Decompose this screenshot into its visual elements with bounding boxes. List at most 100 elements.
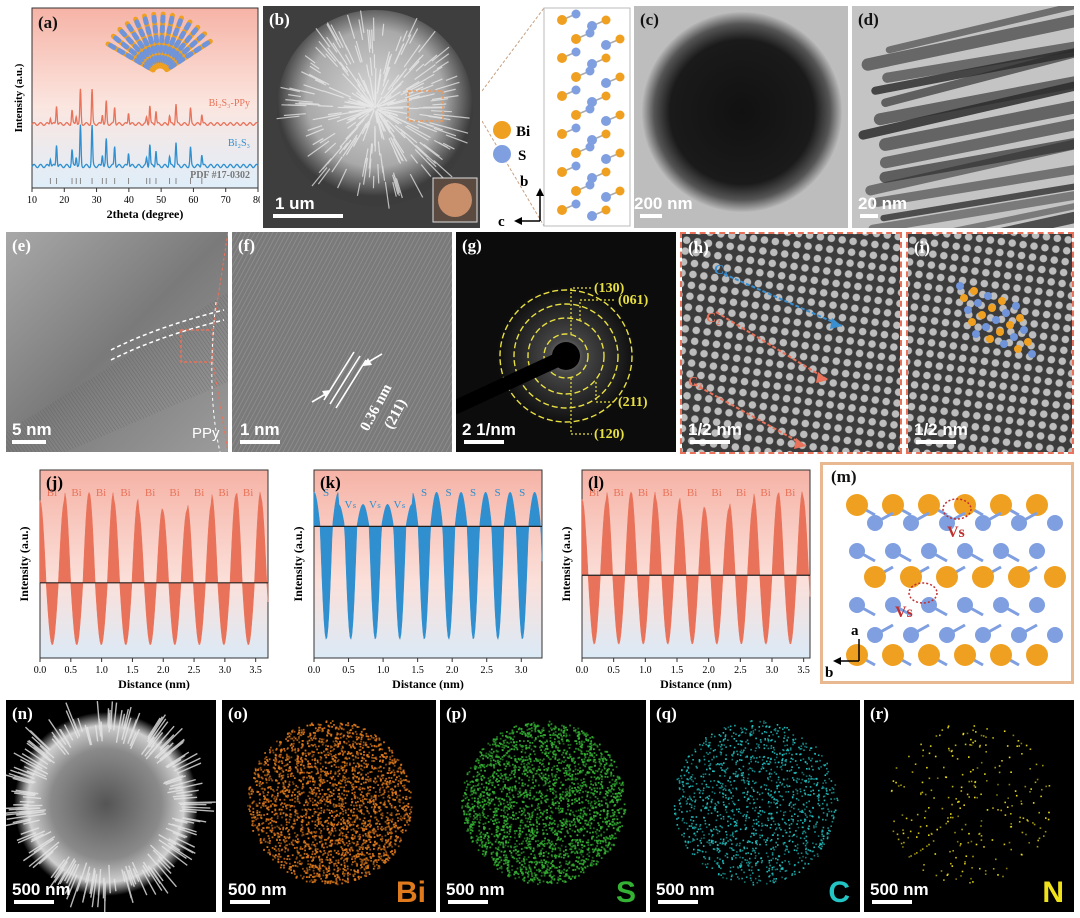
panel-label: (k) bbox=[320, 473, 341, 492]
scale-bar-label: 20 nm bbox=[858, 194, 908, 213]
element-label-bi: Bi bbox=[396, 876, 426, 909]
panel-label: (e) bbox=[12, 236, 31, 255]
scale-bar bbox=[640, 214, 662, 218]
eds-map-c bbox=[650, 700, 860, 912]
panel-n-haadf: (n) 500 nm bbox=[6, 700, 216, 912]
peak-label: Bi bbox=[613, 487, 623, 499]
peak-label: Vₛ bbox=[394, 499, 406, 511]
profile-curve bbox=[581, 491, 811, 645]
panel-label: (i) bbox=[914, 238, 931, 257]
tem-particle-image bbox=[634, 6, 848, 228]
axis-a: a bbox=[851, 623, 859, 639]
legend-s: S bbox=[518, 148, 526, 164]
scale-bar-label: 1 nm bbox=[240, 420, 280, 439]
x-tick-label: 0.5 bbox=[65, 665, 78, 676]
ring-label-211: (211) bbox=[618, 395, 648, 410]
panel-label: (a) bbox=[38, 13, 58, 32]
panel-f-lattice: 0.36 nm (211) (f) 1 nm bbox=[232, 232, 452, 452]
c3-label: C₃ bbox=[688, 375, 702, 390]
line-profile-chart-k: S Vₛ Vₛ Vₛ S S S S S 0.0 0.5 1.0 1.5 2.0 2.5 3.0 Distanc… bbox=[291, 469, 543, 691]
eds-map-s bbox=[440, 700, 646, 912]
atomic-lattice-image-i bbox=[908, 234, 1072, 452]
peak-label: Bi bbox=[169, 487, 179, 499]
x-tick-label: 3.5 bbox=[797, 665, 810, 676]
scale-bar-label: 500 nm bbox=[12, 880, 71, 899]
x-axis-label: 2theta (degree) bbox=[107, 207, 184, 221]
panel-label: (b) bbox=[269, 10, 290, 29]
line-profile-chart-l: Bi Bi Bi Bi Bi Bi Bi Bi Bi 0.0 0.5 1.0 1.5 2.0 2.5 3.0 3… bbox=[559, 469, 811, 691]
vacancy-structure-model: Vs Vs a b bbox=[825, 494, 1066, 681]
scale-bar bbox=[690, 440, 730, 444]
x-tick-label: 1.5 bbox=[126, 665, 139, 676]
scale-bar bbox=[12, 440, 46, 444]
series-label-ppy: Bi₂S₃-PPy bbox=[209, 98, 250, 109]
panel-m-structure: Vs Vs a b (m) bbox=[820, 462, 1074, 684]
peak-label: Bi bbox=[736, 487, 746, 499]
peak-label: Bi bbox=[243, 487, 253, 499]
y-axis-label: Intensity (a.u.) bbox=[17, 526, 31, 601]
scale-bar bbox=[916, 440, 956, 444]
panel-label: (d) bbox=[858, 10, 879, 29]
peak-label: S bbox=[519, 487, 525, 499]
x-tick-label: 2.5 bbox=[734, 665, 747, 676]
scale-bar-label: 1/2 nm bbox=[688, 420, 742, 439]
peak-label: Bi bbox=[589, 487, 599, 499]
atomic-lattice-image-h: C₁ C₂ C₃ bbox=[682, 234, 900, 452]
x-tick-label: 3.0 bbox=[766, 665, 779, 676]
haadf-particle-image bbox=[6, 700, 216, 912]
x-tick-label: 0.0 bbox=[308, 665, 321, 676]
panel-label: (o) bbox=[228, 704, 248, 723]
profile-curve bbox=[313, 491, 543, 641]
panel-l-profile: Bi Bi Bi Bi Bi Bi Bi Bi Bi 0.0 0.5 1.0 1.5 2.0 2.5 3.0 3… bbox=[548, 460, 818, 700]
panel-h-haadf: C₁ C₂ C₃ (h) 1/2 nm bbox=[680, 232, 902, 454]
panel-q-eds-c: (q) 500 nm C bbox=[650, 700, 860, 912]
xrd-chart: (a) Bi₂S₃-PPy Bi₂S₃ PDF #17-0302 10 20 30 4… bbox=[13, 7, 260, 221]
panel-label: (p) bbox=[446, 704, 467, 723]
scale-bar bbox=[872, 900, 912, 904]
peak-label: Bi bbox=[145, 487, 155, 499]
panel-label: (c) bbox=[640, 10, 659, 29]
xrd-series-bis bbox=[31, 124, 259, 169]
vs-label-1: Vs bbox=[947, 524, 965, 541]
x-tick-label: 3.5 bbox=[249, 665, 262, 676]
y-axis-label: Intensity (a.u.) bbox=[13, 63, 25, 132]
peak-label: Bi bbox=[785, 487, 795, 499]
y-axis-label: Intensity (a.u.) bbox=[291, 526, 305, 601]
panel-o-eds-bi: (o) 500 nm Bi bbox=[222, 700, 436, 912]
scale-bar bbox=[860, 214, 878, 218]
scale-bar-label: 2 1/nm bbox=[462, 420, 516, 439]
c1-label: C₁ bbox=[714, 263, 728, 278]
eds-map-n bbox=[864, 700, 1074, 912]
peak-label: S bbox=[421, 487, 427, 499]
panel-label: (n) bbox=[12, 704, 33, 723]
sem-flower-image bbox=[263, 6, 480, 228]
panel-label: (l) bbox=[588, 473, 604, 492]
x-tick-label: 80 bbox=[253, 195, 260, 206]
panel-k-profile: S Vₛ Vₛ Vₛ S S S S S 0.0 0.5 1.0 1.5 2.0 2.5 3.0 Distanc… bbox=[280, 460, 550, 700]
scale-bar bbox=[230, 900, 270, 904]
panel-e-hrtem: (e) PPy 5 nm bbox=[6, 232, 228, 452]
ring-label-061: (061) bbox=[618, 293, 649, 308]
scale-bar-label: 1 um bbox=[275, 194, 315, 213]
legend-bi: Bi bbox=[516, 124, 530, 140]
panel-c-tem: (c) 200 nm bbox=[634, 6, 848, 228]
lattice-fringe-image: 0.36 nm (211) bbox=[232, 232, 452, 452]
profile-curve bbox=[39, 491, 269, 646]
c2-label: C₂ bbox=[706, 311, 720, 326]
panel-label: (h) bbox=[688, 238, 709, 257]
x-tick-label: 50 bbox=[156, 195, 166, 206]
x-axis-label: Distance (nm) bbox=[118, 677, 190, 691]
peak-label: Bi bbox=[638, 487, 648, 499]
scale-bar-label: 500 nm bbox=[446, 880, 505, 899]
scale-bar bbox=[448, 900, 488, 904]
peak-label: Bi bbox=[71, 487, 81, 499]
x-tick-label: 70 bbox=[221, 195, 231, 206]
scale-bar-label: 5 nm bbox=[12, 420, 52, 439]
peak-label: Bi bbox=[120, 487, 130, 499]
scale-bar bbox=[658, 900, 698, 904]
panel-i-haadf: (i) 1/2 nm bbox=[906, 232, 1074, 454]
peak-label: Bi bbox=[662, 487, 672, 499]
panel-a-xrd: (a) Bi₂S₃-PPy Bi₂S₃ PDF #17-0302 10 20 30 4… bbox=[10, 6, 260, 226]
x-tick-label: 30 bbox=[92, 195, 102, 206]
panel-label: (m) bbox=[831, 467, 857, 486]
